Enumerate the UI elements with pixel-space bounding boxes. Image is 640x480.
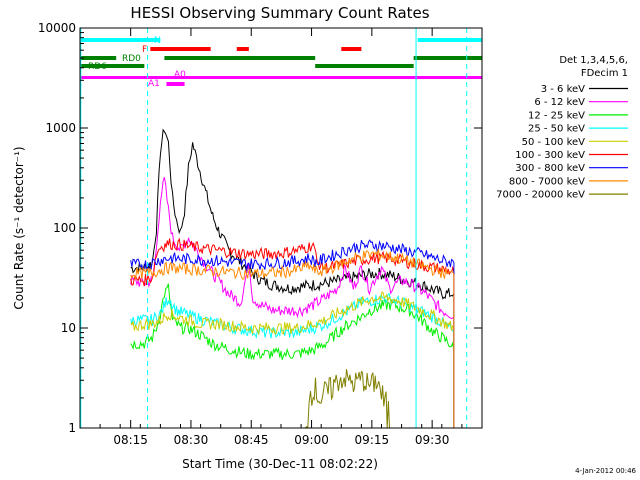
y-tick-label-0: 1 — [68, 421, 76, 435]
y-tick-label-2: 100 — [53, 221, 76, 235]
series-line-100-300-kev — [130, 237, 455, 428]
x-tick-label-3: 09:00 — [294, 433, 329, 447]
series-line-7000-20000-kev — [130, 369, 454, 429]
series-line-800-7000-kev — [130, 248, 455, 428]
y-tick-label-3: 1000 — [45, 121, 76, 135]
x-axis-ticks: 08:15 08:30 08:45 09:00 09:15 09:30 — [79, 28, 483, 447]
footer-timestamp: 4-Jan-2012 00:46 — [575, 467, 636, 475]
legend-label-6-12-kev: 6 - 12 keV — [534, 97, 585, 108]
flag-label-rd0: RD0 — [122, 54, 141, 64]
flag-label-rd6: RD6 — [88, 62, 107, 72]
time-markers — [80, 28, 468, 428]
legend-label-25-50-kev: 25 - 50 keV — [528, 124, 585, 135]
legend-label-12-25-kev: 12 - 25 keV — [528, 110, 585, 121]
legend-header-line-1: Det 1,3,4,5,6, — [559, 55, 628, 66]
legend-label-3-6-kev: 3 - 6 keV — [541, 84, 585, 95]
legend-header-line-2: FDecim 1 — [581, 68, 628, 79]
flag-label-a1: A1 — [148, 79, 160, 89]
legend-label-800-7000-kev: 800 - 7000 keV — [509, 176, 585, 187]
series-line-50-100-kev — [130, 291, 455, 428]
legend-label-100-300-kev: 100 - 300 keV — [515, 150, 585, 161]
y-axis-label: Count Rate (s⁻¹ detector⁻¹) — [12, 146, 26, 309]
y-tick-label-1: 10 — [61, 321, 76, 335]
plot-frame — [79, 27, 483, 429]
x-tick-label-1: 08:30 — [174, 433, 209, 447]
legend-label-300-800-kev: 300 - 800 keV — [515, 163, 585, 174]
series-line-25-50-kev — [130, 292, 455, 428]
x-tick-label-0: 08:15 — [113, 433, 148, 447]
series-line-300-800-kev — [130, 239, 455, 428]
chart-title: HESSI Observing Summary Count Rates — [130, 4, 429, 22]
legend: Det 1,3,4,5,6, FDecim 1 3 - 6 keV 6 - 12 … — [496, 55, 628, 201]
series-lines — [130, 128, 455, 429]
x-tick-label-5: 09:30 — [415, 433, 450, 447]
series-line-3-6-kev — [130, 128, 455, 428]
y-tick-label-4: 10000 — [38, 21, 76, 35]
x-tick-label-2: 08:45 — [234, 433, 269, 447]
legend-label-50-100-kev: 50 - 100 keV — [522, 137, 586, 148]
flag-label-f: F — [142, 45, 147, 55]
x-tick-label-4: 09:15 — [355, 433, 390, 447]
x-axis-label: Start Time (30-Dec-11 08:02:22) — [182, 457, 378, 471]
y-axis-ticks: 1 10 100 1000 10000 — [38, 21, 482, 435]
legend-label-7000-20000-kev: 7000 - 20000 keV — [496, 190, 585, 201]
series-line-12-25-kev — [130, 283, 455, 428]
flag-label-n: N — [154, 36, 161, 46]
flag-label-a0: A0 — [174, 70, 186, 80]
